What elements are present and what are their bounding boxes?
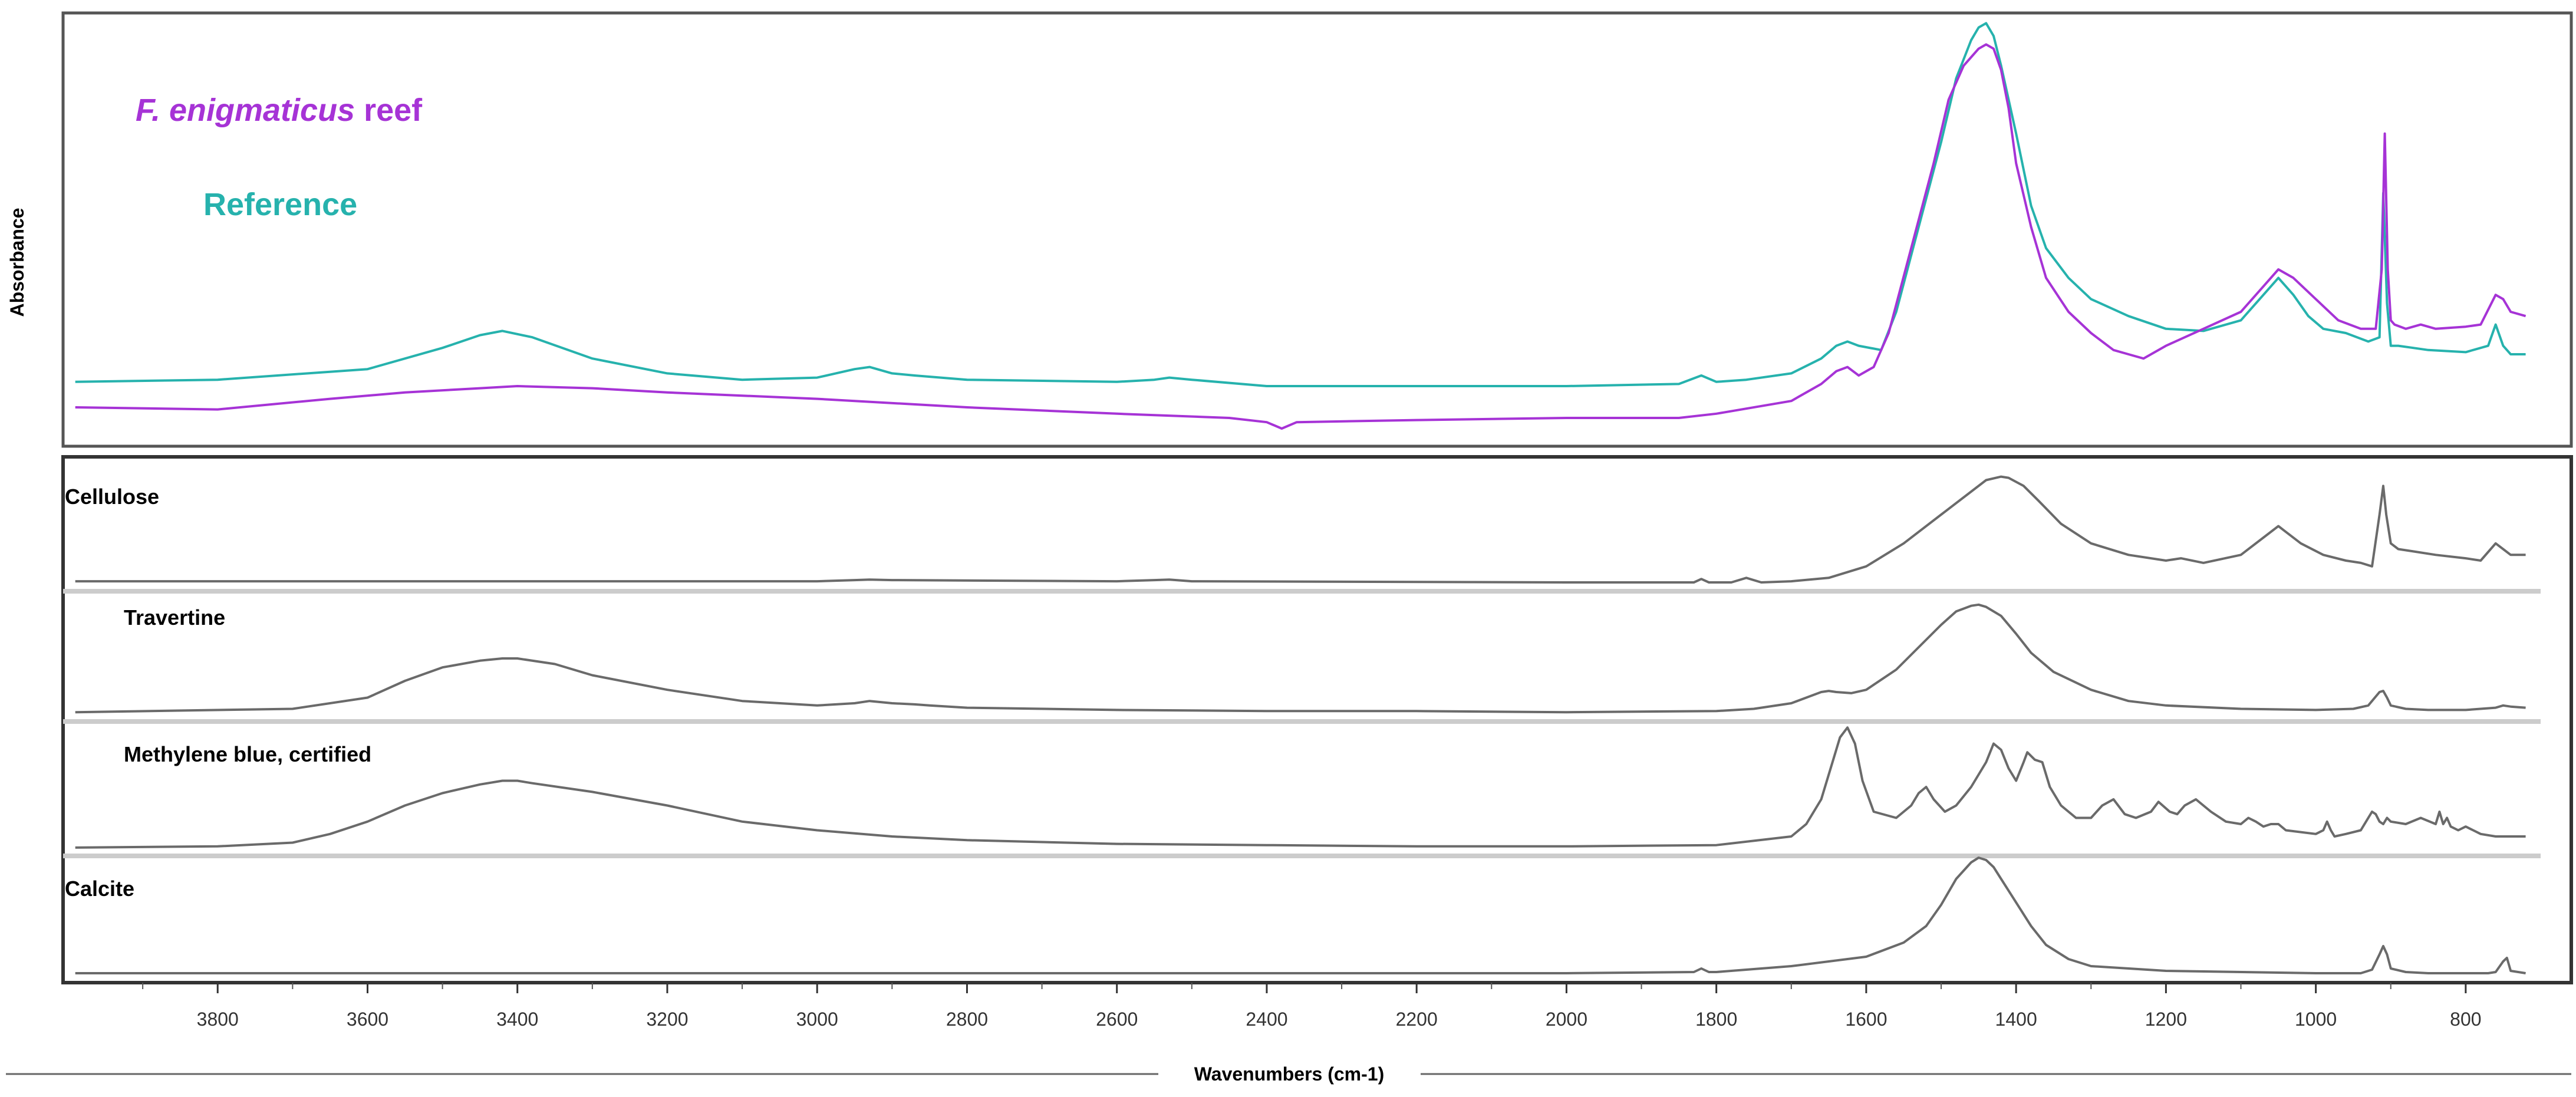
x-tick-label: 1400 (1995, 1009, 2037, 1030)
x-axis: 3800 3600 3400 3200 3000 2800 2600 2400 2200 2000… (142, 983, 2482, 1030)
x-tick-label: 3600 (347, 1009, 388, 1030)
x-tick-label: 1000 (2295, 1009, 2337, 1030)
x-tick-label: 2200 (1396, 1009, 1438, 1030)
x-tick-label: 3200 (646, 1009, 688, 1030)
x-tick-label: 2000 (1546, 1009, 1587, 1030)
spectrum-line-travertine (75, 603, 2526, 714)
spectrum-label-travertine: Travertine (124, 605, 225, 630)
top-panel-legend: F. enigmaticus reef Reference (136, 93, 423, 222)
spectrum-label-calcite: Calcite (65, 877, 134, 901)
x-tick-label: 2400 (1246, 1009, 1287, 1030)
series-line-reference (75, 22, 2526, 387)
series-line-f-enigmaticus-reef (75, 43, 2526, 430)
x-tick-label: 3000 (796, 1009, 838, 1030)
spectrum-line-calcite (75, 856, 2526, 974)
x-tick-label: 800 (2450, 1009, 2481, 1030)
spectrum-label-methylene-blue-certified: Methylene blue, certified (124, 742, 371, 766)
spectrum-label-cellulose: Cellulose (65, 485, 159, 509)
legend-entry-1: Reference (203, 187, 357, 222)
legend-entry-0: F. enigmaticus reef (136, 93, 423, 128)
x-tick-label: 1200 (2145, 1009, 2187, 1030)
x-tick-label: 2800 (946, 1009, 988, 1030)
top-panel-series (75, 22, 2526, 430)
x-axis-label: Wavenumbers (cm-1) (1194, 1063, 1384, 1085)
x-tick-label: 3400 (496, 1009, 538, 1030)
x-tick-label: 3800 (197, 1009, 239, 1030)
bottom-panel-series: Cellulose Travertine Methylene blue, certi… (63, 475, 2541, 974)
x-tick-label: 1600 (1845, 1009, 1887, 1030)
spectrum-line-cellulose (75, 475, 2526, 584)
x-tick-label: 1800 (1695, 1009, 1737, 1030)
x-tick-label: 2600 (1096, 1009, 1138, 1030)
y-axis-label: Absorbance (6, 208, 28, 317)
spectrum-line-methylene-blue-certified (75, 726, 2526, 849)
top-panel-frame (61, 11, 2573, 448)
